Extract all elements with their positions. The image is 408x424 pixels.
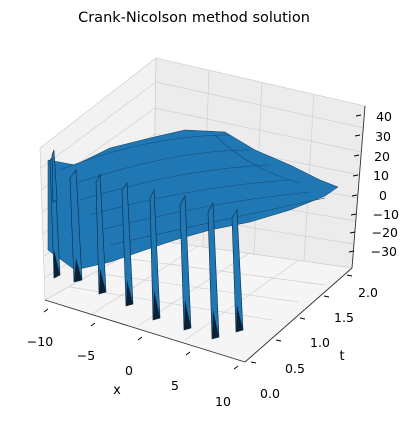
spike-left-peak	[51, 149, 58, 203]
t-ticks	[250, 274, 353, 364]
t-tick-label: 0.0	[260, 386, 280, 401]
z-tick-label: −30	[371, 244, 397, 259]
x-axis-label: x	[113, 383, 121, 398]
chart-title: Crank-Nicolson method solution	[78, 10, 310, 26]
t-tick-label: 1.5	[334, 310, 354, 325]
x-tick-label: 5	[171, 378, 179, 393]
z-ticks	[348, 114, 362, 253]
z-tick-label: 20	[374, 149, 390, 164]
x-tick-label: −5	[77, 348, 95, 363]
axis-lines	[44, 105, 366, 363]
z-tick-label: −10	[373, 207, 399, 222]
z-tick-label: 40	[376, 109, 392, 124]
x-axis-line	[44, 299, 246, 363]
x-tick-label: −10	[27, 334, 53, 349]
t-axis-label: t	[339, 349, 344, 364]
t-tick-label: 1.0	[310, 335, 330, 350]
x-tick-labels: −10 −5 0 5 10	[27, 334, 231, 409]
t-tick-label: 2.0	[358, 285, 378, 300]
x-tick-label: 0	[125, 363, 133, 378]
z-tick-label: −20	[372, 225, 398, 240]
surface	[47, 129, 339, 340]
z-tick-label: 30	[375, 129, 391, 144]
z-tick-label: 10	[373, 168, 389, 183]
t-axis-line	[244, 267, 353, 363]
x-tick-label: 10	[215, 394, 231, 409]
z-tick-labels: 40 30 20 10 0 −10 −20 −30	[371, 109, 399, 259]
z-axis-line	[351, 105, 366, 269]
z-tick-label: 0	[379, 188, 387, 203]
t-tick-labels: 0.0 0.5 1.0 1.5 2.0	[260, 285, 378, 401]
t-tick-label: 0.5	[285, 361, 305, 376]
x-ticks	[43, 308, 239, 370]
surface-troughs	[54, 250, 243, 339]
